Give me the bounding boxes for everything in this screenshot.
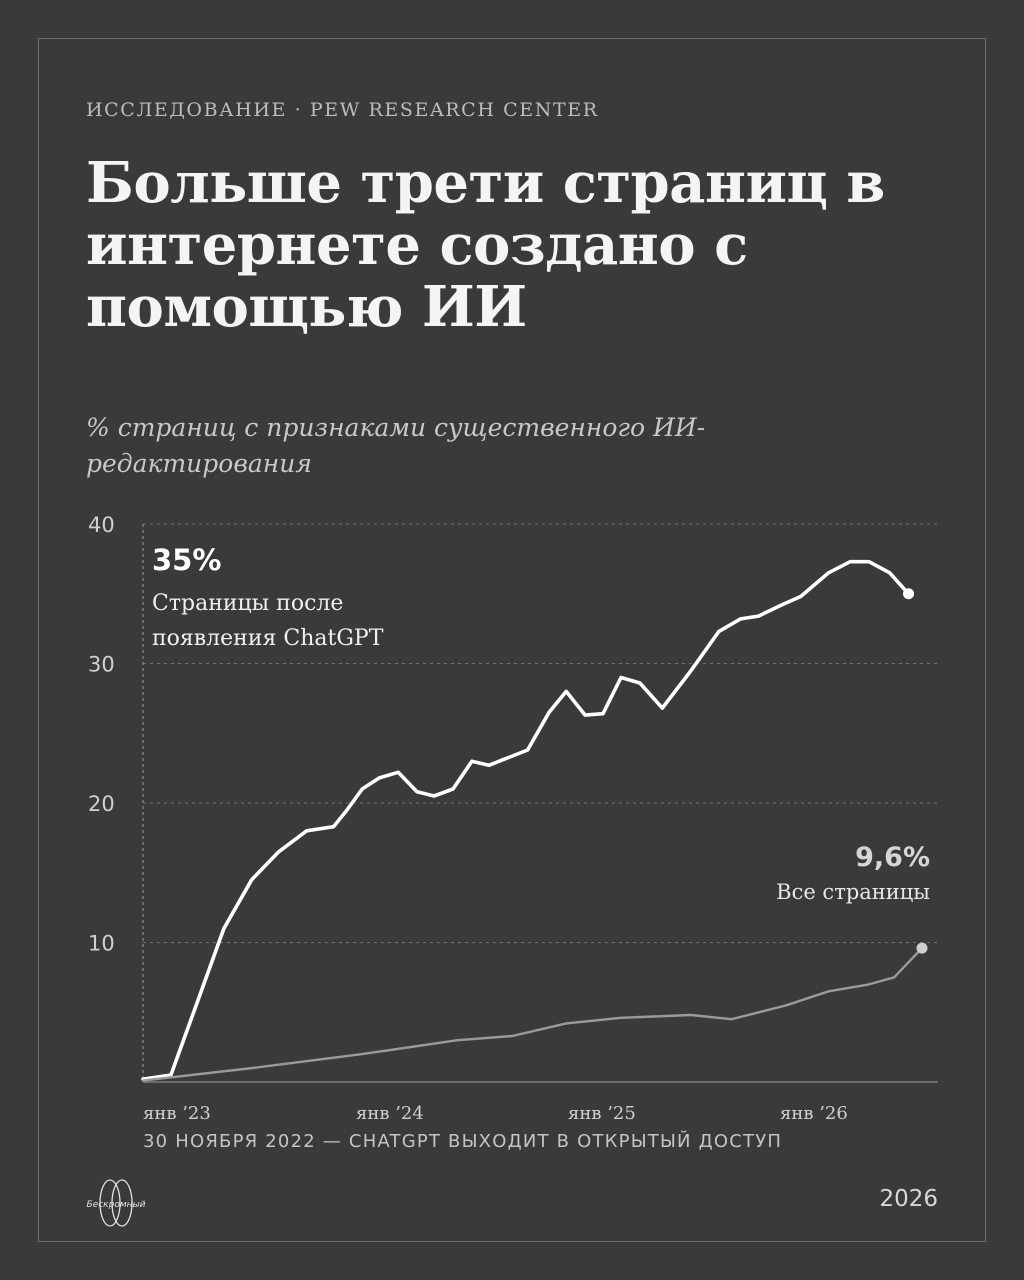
annotation-label-all-pages: Все страницы	[776, 880, 930, 904]
chatgpt-release-note: 30 НОЯБРЯ 2022 — CHATGPT ВЫХОДИТ В ОТКРЫ…	[143, 1131, 783, 1152]
kicker-label: ИССЛЕДОВАНИЕ · PEW RESEARCH CENTER	[86, 99, 599, 121]
series-endpoint-1	[916, 942, 928, 954]
y-tick-label: 40	[88, 513, 115, 537]
headline: Больше трети страниц в интернете создано…	[86, 150, 885, 340]
annotation-value-all-pages: 9,6%	[855, 842, 930, 873]
brand-logo: Бескромный	[80, 1178, 152, 1228]
x-tick-label: янв ’26	[780, 1103, 848, 1124]
annotation-value-ai-pages: 35%	[152, 543, 221, 577]
x-tick-label: янв ’25	[568, 1103, 636, 1124]
x-tick-label: янв ’23	[143, 1103, 211, 1124]
y-tick-label: 20	[88, 792, 115, 816]
series-line-1	[141, 946, 924, 1082]
year-label: 2026	[879, 1186, 938, 1212]
annotation-label-ai-pages: Страницы после	[152, 591, 343, 616]
y-tick-label: 10	[88, 932, 115, 956]
logo-rings-icon	[99, 1179, 133, 1227]
series-endpoint-0	[903, 588, 915, 600]
brand-name: Бескромный	[86, 1200, 146, 1210]
annotation-label-ai-pages: появления ChatGPT	[152, 626, 384, 651]
y-tick-label: 30	[88, 653, 115, 677]
series-line-0	[141, 559, 911, 1081]
x-tick-label: янв ’24	[356, 1103, 424, 1124]
card-frame	[38, 38, 986, 1242]
chart-subtitle: % страниц с признаками существенного ИИ-…	[86, 413, 706, 478]
